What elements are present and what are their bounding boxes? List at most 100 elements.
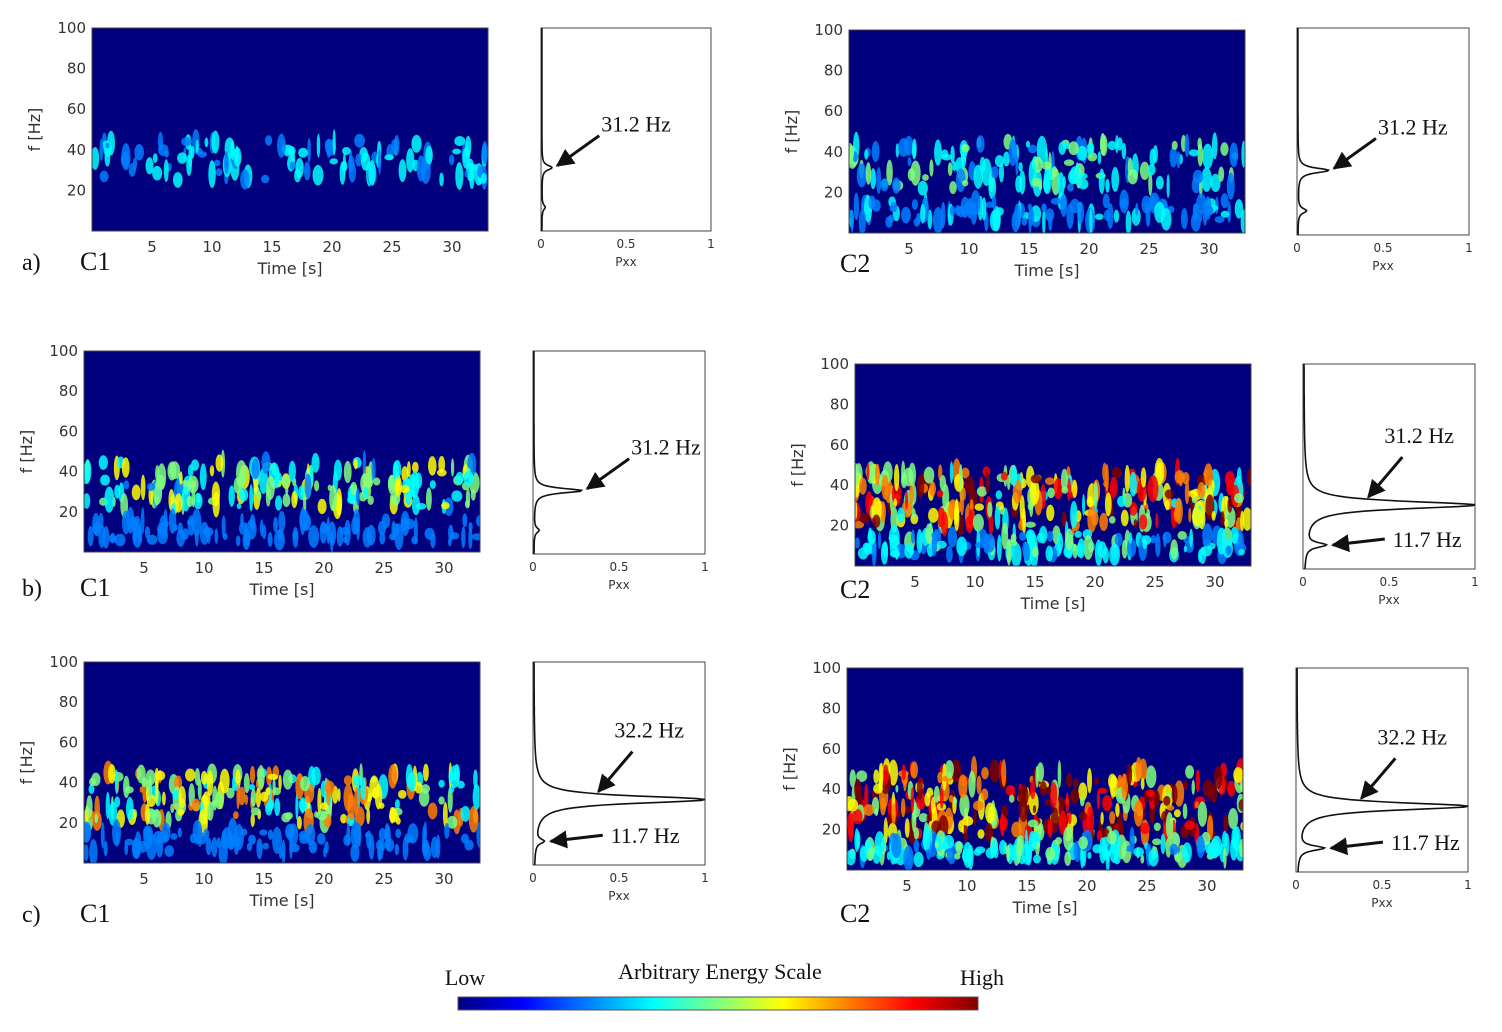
- x-tick-label: 15: [1019, 240, 1038, 258]
- psd-panel: 0 0.5 1 Pxx 32.2 Hz 11.7 Hz: [529, 661, 709, 903]
- energy-texture: [847, 755, 1243, 870]
- x-tick-label: 15: [262, 238, 281, 256]
- psd-x-tick-label: 0.5: [616, 237, 635, 251]
- psd-x-tick-label: 0.5: [609, 560, 628, 574]
- peak-arrow: [1329, 837, 1384, 856]
- y-tick-label: 60: [67, 100, 86, 118]
- psd-curve: [1297, 28, 1330, 236]
- spectrogram-area: [849, 30, 1245, 233]
- y-tick-label: 60: [822, 740, 841, 758]
- psd-x-axis-label: Pxx: [1371, 896, 1392, 910]
- peak-arrow: [548, 830, 603, 849]
- x-tick-label: 30: [442, 238, 461, 256]
- psd-x-tick-label: 1: [701, 871, 709, 885]
- psd-x-axis-label: Pxx: [1372, 259, 1393, 273]
- psd-x-tick-label: 0: [1292, 878, 1300, 892]
- channel-label: C1: [80, 899, 110, 928]
- peak-arrow: [1367, 456, 1404, 499]
- x-tick-label: 25: [374, 559, 393, 577]
- x-tick-label: 5: [147, 238, 157, 256]
- peak-arrow: [585, 457, 631, 490]
- x-tick-label: 25: [382, 238, 401, 256]
- y-axis-label: f [Hz]: [788, 443, 807, 487]
- colorbar-high-label: High: [960, 965, 1004, 990]
- x-tick-label: 10: [965, 573, 984, 591]
- y-tick-label: 40: [59, 463, 78, 481]
- peak-label: 32.2 Hz: [614, 718, 684, 743]
- peak-label: 31.2 Hz: [1384, 423, 1454, 448]
- psd-curve: [1296, 668, 1469, 873]
- x-axis-label: Time [s]: [248, 580, 314, 599]
- psd-curve: [541, 28, 553, 231]
- psd-x-tick-label: 0: [1293, 241, 1301, 255]
- y-tick-label: 80: [822, 699, 841, 717]
- psd-panel: 0 0.5 1 Pxx 31.2 Hz: [1293, 27, 1473, 273]
- y-tick-label: 100: [820, 355, 849, 373]
- energy-texture: [84, 760, 480, 863]
- psd-x-tick-label: 0.5: [1372, 878, 1391, 892]
- panel-letter: a): [22, 250, 41, 276]
- psd-panel: 0 0.5 1 Pxx 31.2 Hz: [537, 27, 715, 269]
- y-tick-label: 20: [830, 517, 849, 535]
- peak-arrow: [555, 134, 601, 167]
- psd-x-axis-label: Pxx: [608, 578, 629, 592]
- y-tick-label: 40: [822, 780, 841, 798]
- x-tick-label: 10: [194, 870, 213, 888]
- channel-label: C1: [80, 247, 110, 276]
- x-tick-label: 20: [314, 870, 333, 888]
- x-tick-label: 15: [254, 870, 273, 888]
- psd-x-axis-label: Pxx: [1378, 593, 1399, 607]
- y-tick-label: 100: [57, 19, 86, 37]
- psd-x-tick-label: 0: [1299, 575, 1307, 589]
- energy-texture: [855, 457, 1251, 566]
- peak-label: 11.7 Hz: [1393, 527, 1462, 552]
- energy-texture: [92, 129, 488, 190]
- psd-x-tick-label: 0.5: [609, 871, 628, 885]
- x-tick-label: 10: [959, 240, 978, 258]
- x-axis-label: Time [s]: [1013, 261, 1079, 280]
- energy-texture: [849, 131, 1245, 233]
- x-tick-label: 5: [139, 559, 149, 577]
- colorbar-low-label: Low: [445, 965, 485, 990]
- y-tick-label: 20: [59, 814, 78, 832]
- channel-label: C2: [840, 899, 870, 928]
- x-axis-label: Time [s]: [1019, 594, 1085, 613]
- y-tick-label: 80: [59, 693, 78, 711]
- y-axis-label: f [Hz]: [17, 741, 36, 785]
- x-tick-label: 25: [1137, 877, 1156, 895]
- psd-x-tick-label: 1: [1471, 575, 1479, 589]
- y-tick-label: 100: [814, 21, 843, 39]
- y-tick-label: 20: [67, 181, 86, 199]
- peak-label: 31.2 Hz: [601, 112, 671, 137]
- y-tick-label: 80: [830, 395, 849, 413]
- colorbar-gradient: [457, 996, 979, 1011]
- y-tick-label: 20: [59, 503, 78, 521]
- colorbar-title: Arbitrary Energy Scale: [618, 959, 822, 984]
- y-tick-label: 60: [59, 422, 78, 440]
- y-axis-label: f [Hz]: [782, 110, 801, 154]
- x-tick-label: 20: [1085, 573, 1104, 591]
- x-tick-label: 10: [957, 877, 976, 895]
- peak-label: 32.2 Hz: [1377, 724, 1447, 749]
- channel-label: C2: [840, 575, 870, 604]
- psd-x-tick-label: 1: [1464, 878, 1472, 892]
- psd-x-axis-label: Pxx: [615, 255, 636, 269]
- peak-label: 11.7 Hz: [1391, 830, 1460, 855]
- y-tick-label: 40: [830, 476, 849, 494]
- y-tick-label: 80: [67, 60, 86, 78]
- psd-x-tick-label: 0: [537, 237, 545, 251]
- y-tick-label: 80: [59, 382, 78, 400]
- x-tick-label: 25: [1145, 573, 1164, 591]
- x-tick-label: 5: [902, 877, 912, 895]
- channel-label: C2: [840, 249, 870, 278]
- x-tick-label: 30: [1205, 573, 1224, 591]
- y-tick-label: 100: [49, 342, 78, 360]
- x-tick-label: 15: [254, 559, 273, 577]
- y-tick-label: 80: [824, 62, 843, 80]
- psd-x-tick-label: 1: [701, 560, 709, 574]
- x-axis-label: Time [s]: [1011, 898, 1077, 917]
